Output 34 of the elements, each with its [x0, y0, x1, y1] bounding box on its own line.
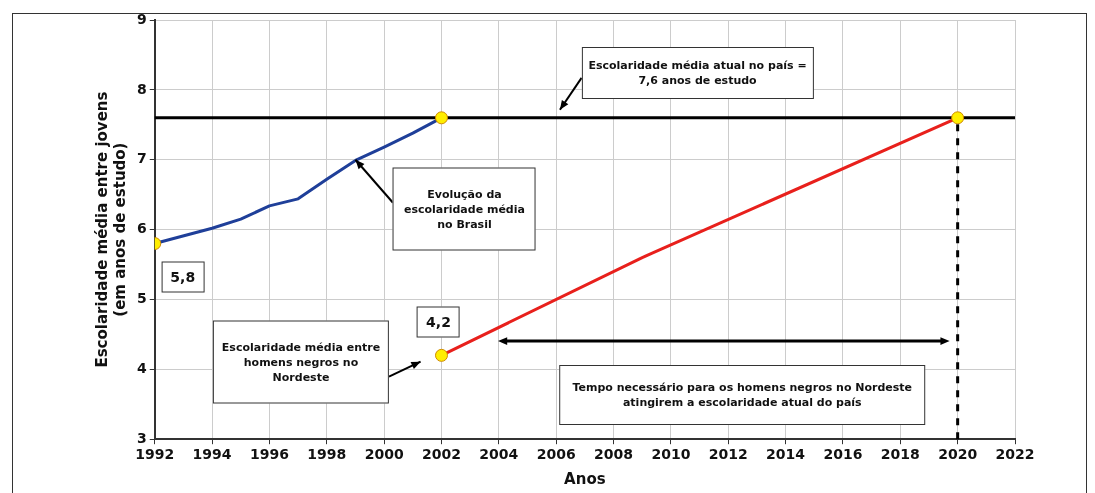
x-tick-label: 2004 — [479, 446, 519, 463]
x-tick-label: 2020 — [938, 446, 978, 463]
x-tick-label: 2006 — [536, 446, 576, 463]
y-tick-label: 5 — [136, 290, 147, 307]
y-axis-title: Escolaridade média entre jovens (em anos de estudo) — [92, 91, 129, 368]
x-tick-label: 2002 — [422, 446, 461, 463]
x-tick-label: 2008 — [594, 446, 634, 463]
note-box: Escolaridade média entre homens negros no Nordeste — [212, 320, 390, 404]
x-tick-label: 2016 — [823, 446, 863, 463]
note-box: 5,8 — [161, 261, 205, 293]
x-tick-label: 2010 — [651, 446, 691, 463]
x-tick-label: 2022 — [995, 446, 1035, 463]
x-tick-label: 2012 — [708, 446, 748, 463]
x-tick-label: 1992 — [135, 446, 175, 463]
y-tick-label: 3 — [136, 429, 147, 446]
note-box: Escolaridade média atual no país = 7,6 anos de estudo — [581, 46, 814, 99]
note-box: 4,2 — [417, 306, 460, 338]
x-tick-label: 1994 — [192, 446, 232, 463]
point — [434, 348, 448, 362]
y-tick-label: 8 — [136, 80, 147, 97]
x-tick-label: 1998 — [307, 446, 347, 463]
y-tick-label: 6 — [136, 220, 147, 237]
y-tick-label: 7 — [136, 150, 147, 167]
y-tick-label: 9 — [136, 10, 147, 27]
note-box: Evolução da escolaridade média no Brasil — [393, 167, 536, 251]
note-box: Tempo necessário para os homens negros no Nordeste atingirem a escolaridade atual do país — [559, 364, 926, 425]
point — [951, 111, 965, 125]
x-tick-label: 2014 — [766, 446, 806, 463]
x-tick-label: 2000 — [364, 446, 404, 463]
y-tick-label: 4 — [136, 359, 147, 376]
x-axis-title: Anos — [564, 469, 606, 488]
x-tick-label: 1996 — [249, 446, 289, 463]
x-tick-label: 2018 — [880, 446, 920, 463]
point — [434, 111, 448, 125]
